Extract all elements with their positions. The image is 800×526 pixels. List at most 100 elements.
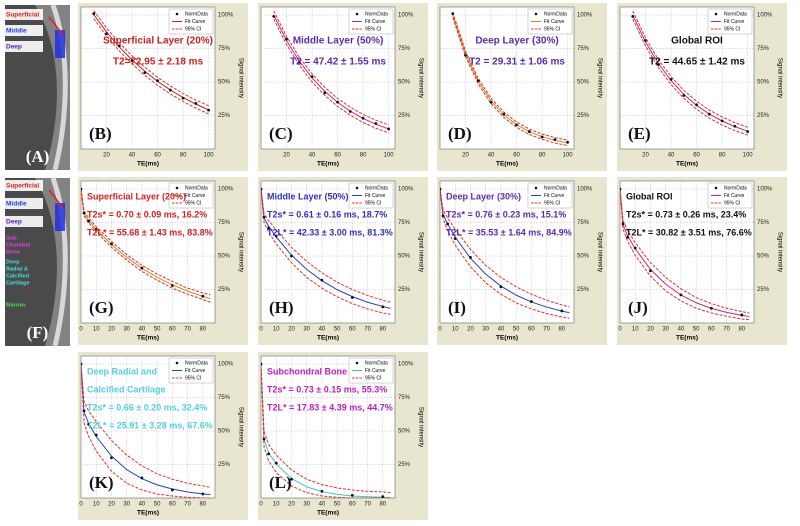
panel-label: (J): [628, 298, 648, 317]
chart-title: Middle Layer (50%): [293, 36, 384, 47]
chart-panel: 25% 50% 75% 100% 20 40 60 80 100 TE(ms) Signal int…: [78, 3, 248, 171]
series-line: [620, 188, 750, 314]
y-axis-label: Signal intensity: [237, 232, 243, 272]
data-point: [740, 313, 744, 317]
chart-title: Superficial Layer (20%): [103, 36, 213, 47]
y-tick-label: 100%: [218, 13, 234, 19]
legend-label: 95% CI: [365, 26, 381, 32]
data-point: [297, 60, 301, 64]
x-tick-label: 30: [482, 327, 489, 333]
chart-title: T2s* = 0.61 ± 0.16 ms, 18.7%: [267, 209, 387, 219]
data-point: [350, 493, 354, 497]
legend-label: Fit Curve: [724, 193, 745, 199]
x-tick-label: 60: [334, 153, 341, 159]
y-tick-label: 50%: [398, 80, 411, 86]
region-label-box: [5, 216, 43, 227]
x-tick-label: 40: [309, 153, 316, 159]
region-label: Marrow: [6, 302, 26, 308]
x-axis-label: TE(ms): [137, 510, 159, 517]
series-line: [261, 364, 391, 494]
x-tick-label: 60: [154, 153, 161, 159]
series-line: [261, 188, 391, 315]
x-tick-label: 60: [528, 327, 535, 333]
x-tick-label: 20: [108, 327, 115, 333]
chart-title: T2 = 29.31 ± 1.06 ms: [469, 57, 565, 68]
data-point: [566, 140, 570, 144]
data-point: [499, 285, 503, 289]
data-point: [707, 112, 711, 116]
x-tick-label: 70: [723, 327, 730, 333]
y-tick-label: 50%: [218, 429, 231, 435]
chart-title: T2L* = 17.83 ± 4.39 ms, 44.7%: [267, 402, 393, 412]
data-point: [267, 452, 271, 456]
chart-title: Deep Layer (30%): [475, 36, 558, 47]
data-point: [669, 77, 673, 81]
data-point: [140, 476, 144, 480]
chart-title: Global ROI: [671, 36, 723, 47]
region-label-box: [5, 198, 43, 209]
legend-label: Fit Curve: [365, 19, 386, 25]
data-point: [529, 300, 533, 303]
x-tick-label: 100: [384, 153, 395, 159]
y-tick-label: 100%: [577, 187, 593, 193]
x-tick-label: 80: [360, 153, 367, 159]
region-label: Calcified: [6, 273, 29, 279]
data-point: [464, 53, 467, 57]
panel-label: (D): [448, 124, 472, 143]
legend-label: 95% CI: [365, 375, 381, 381]
legend-label: Fit Curve: [185, 19, 206, 25]
chart-title: T2s* = 0.70 ± 0.09 ms, 16.2%: [87, 209, 207, 219]
x-tick-label: 60: [708, 327, 715, 333]
x-axis-label: TE(ms): [137, 161, 159, 168]
series-line: [632, 14, 748, 132]
legend-marker: [175, 12, 179, 16]
data-point: [117, 44, 121, 48]
y-tick-label: 50%: [757, 80, 770, 86]
region-label: Chondral: [6, 242, 31, 248]
legend-label: NormData: [365, 185, 388, 191]
chart-panel: 25% 50% 75% 100% 20 40 60 80 100 TE(ms) Signal int…: [437, 3, 607, 171]
series-line: [440, 188, 570, 308]
data-point: [201, 492, 205, 496]
data-point: [626, 235, 630, 239]
y-tick-label: 50%: [398, 254, 411, 260]
legend-marker: [355, 361, 359, 365]
x-tick-label: 70: [543, 327, 550, 333]
region-label-box: [5, 9, 43, 20]
x-tick-label: 40: [139, 327, 146, 333]
data-point: [261, 362, 263, 366]
x-tick-label: 10: [632, 327, 639, 333]
legend-label: NormData: [365, 360, 388, 366]
x-tick-label: 80: [180, 153, 187, 159]
series-line: [620, 188, 750, 317]
series-line: [632, 10, 748, 128]
x-tick-label: 60: [349, 502, 356, 508]
x-tick-label: 0: [438, 327, 442, 333]
legend-label: NormData: [724, 185, 747, 191]
x-tick-label: 10: [93, 502, 100, 508]
chart-title: Superficial Layer (20%): [87, 191, 186, 201]
region-label: Sub-: [6, 235, 18, 241]
x-tick-label: 20: [462, 153, 469, 159]
roi-box: [55, 203, 65, 231]
data-point: [540, 135, 544, 139]
chart-title: Subchondral Bone: [267, 366, 347, 376]
data-point: [527, 130, 531, 133]
y-tick-label: 50%: [577, 80, 590, 86]
series-line: [81, 188, 211, 300]
data-point: [560, 309, 564, 313]
series-line: [273, 10, 389, 126]
y-tick-label: 100%: [398, 187, 414, 193]
x-tick-label: 50: [693, 327, 700, 333]
chart-title: Deep Layer (30%): [446, 191, 521, 201]
legend-label: Fit Curve: [185, 193, 206, 199]
y-tick-label: 75%: [218, 46, 231, 52]
data-point: [261, 187, 263, 191]
image-panel: Superficial Middle Deep (A): [5, 4, 70, 171]
y-tick-label: 25%: [218, 287, 231, 293]
chart-title: Deep Radial and: [87, 366, 157, 376]
legend-label: Fit Curve: [724, 19, 745, 25]
data-point: [94, 227, 98, 231]
x-tick-label: 70: [364, 502, 371, 508]
